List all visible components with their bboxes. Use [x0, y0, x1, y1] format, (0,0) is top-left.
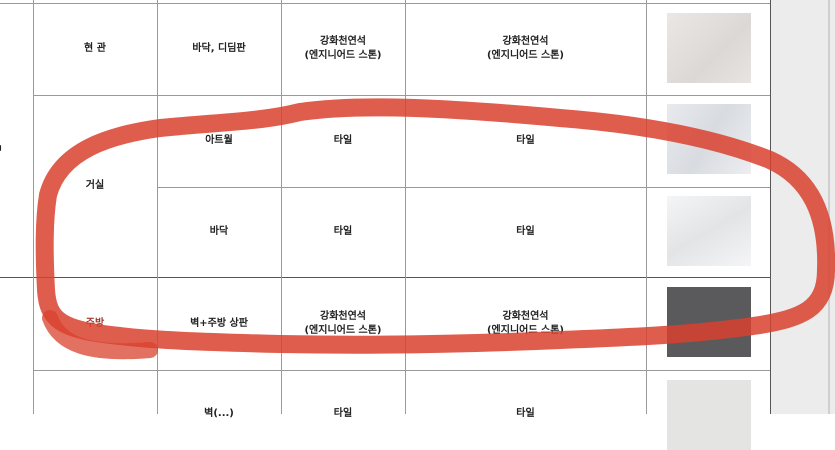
part-cell: 벽+주방 상판 [190, 317, 248, 329]
room-cell: 주방 [85, 317, 105, 329]
part-cell: 바닥, 디딤판 [192, 43, 246, 54]
part-cell: 바닥 [209, 226, 229, 237]
category-label: ㅁ [0, 140, 6, 160]
room-cell: 현 관 [84, 43, 106, 54]
scroll-edge [828, 0, 830, 414]
red-circle-annotation [35, 98, 835, 360]
material-b-cell: 타일 [516, 135, 535, 146]
material-a-cell: 타일 [333, 226, 353, 237]
material-a-cell: 강화천연석 (엔지니어드 스톤) [304, 36, 382, 61]
material-a-cell: 강화천연석 (엔지니어드 스톤) [304, 310, 382, 336]
material-a-cell: 타일 [333, 135, 353, 146]
swatch-image [667, 196, 751, 266]
room-cell: 거실 [85, 180, 105, 191]
swatch-image [667, 13, 751, 83]
material-b-cell: 강화천연석 (엔지니어드 스톤) [486, 310, 565, 336]
material-b-cell: 강화천연석 (엔지니어드 스톤) [486, 36, 565, 61]
material-b-cell: 타일 [516, 226, 535, 237]
part-cell: 아트월 [205, 135, 233, 146]
